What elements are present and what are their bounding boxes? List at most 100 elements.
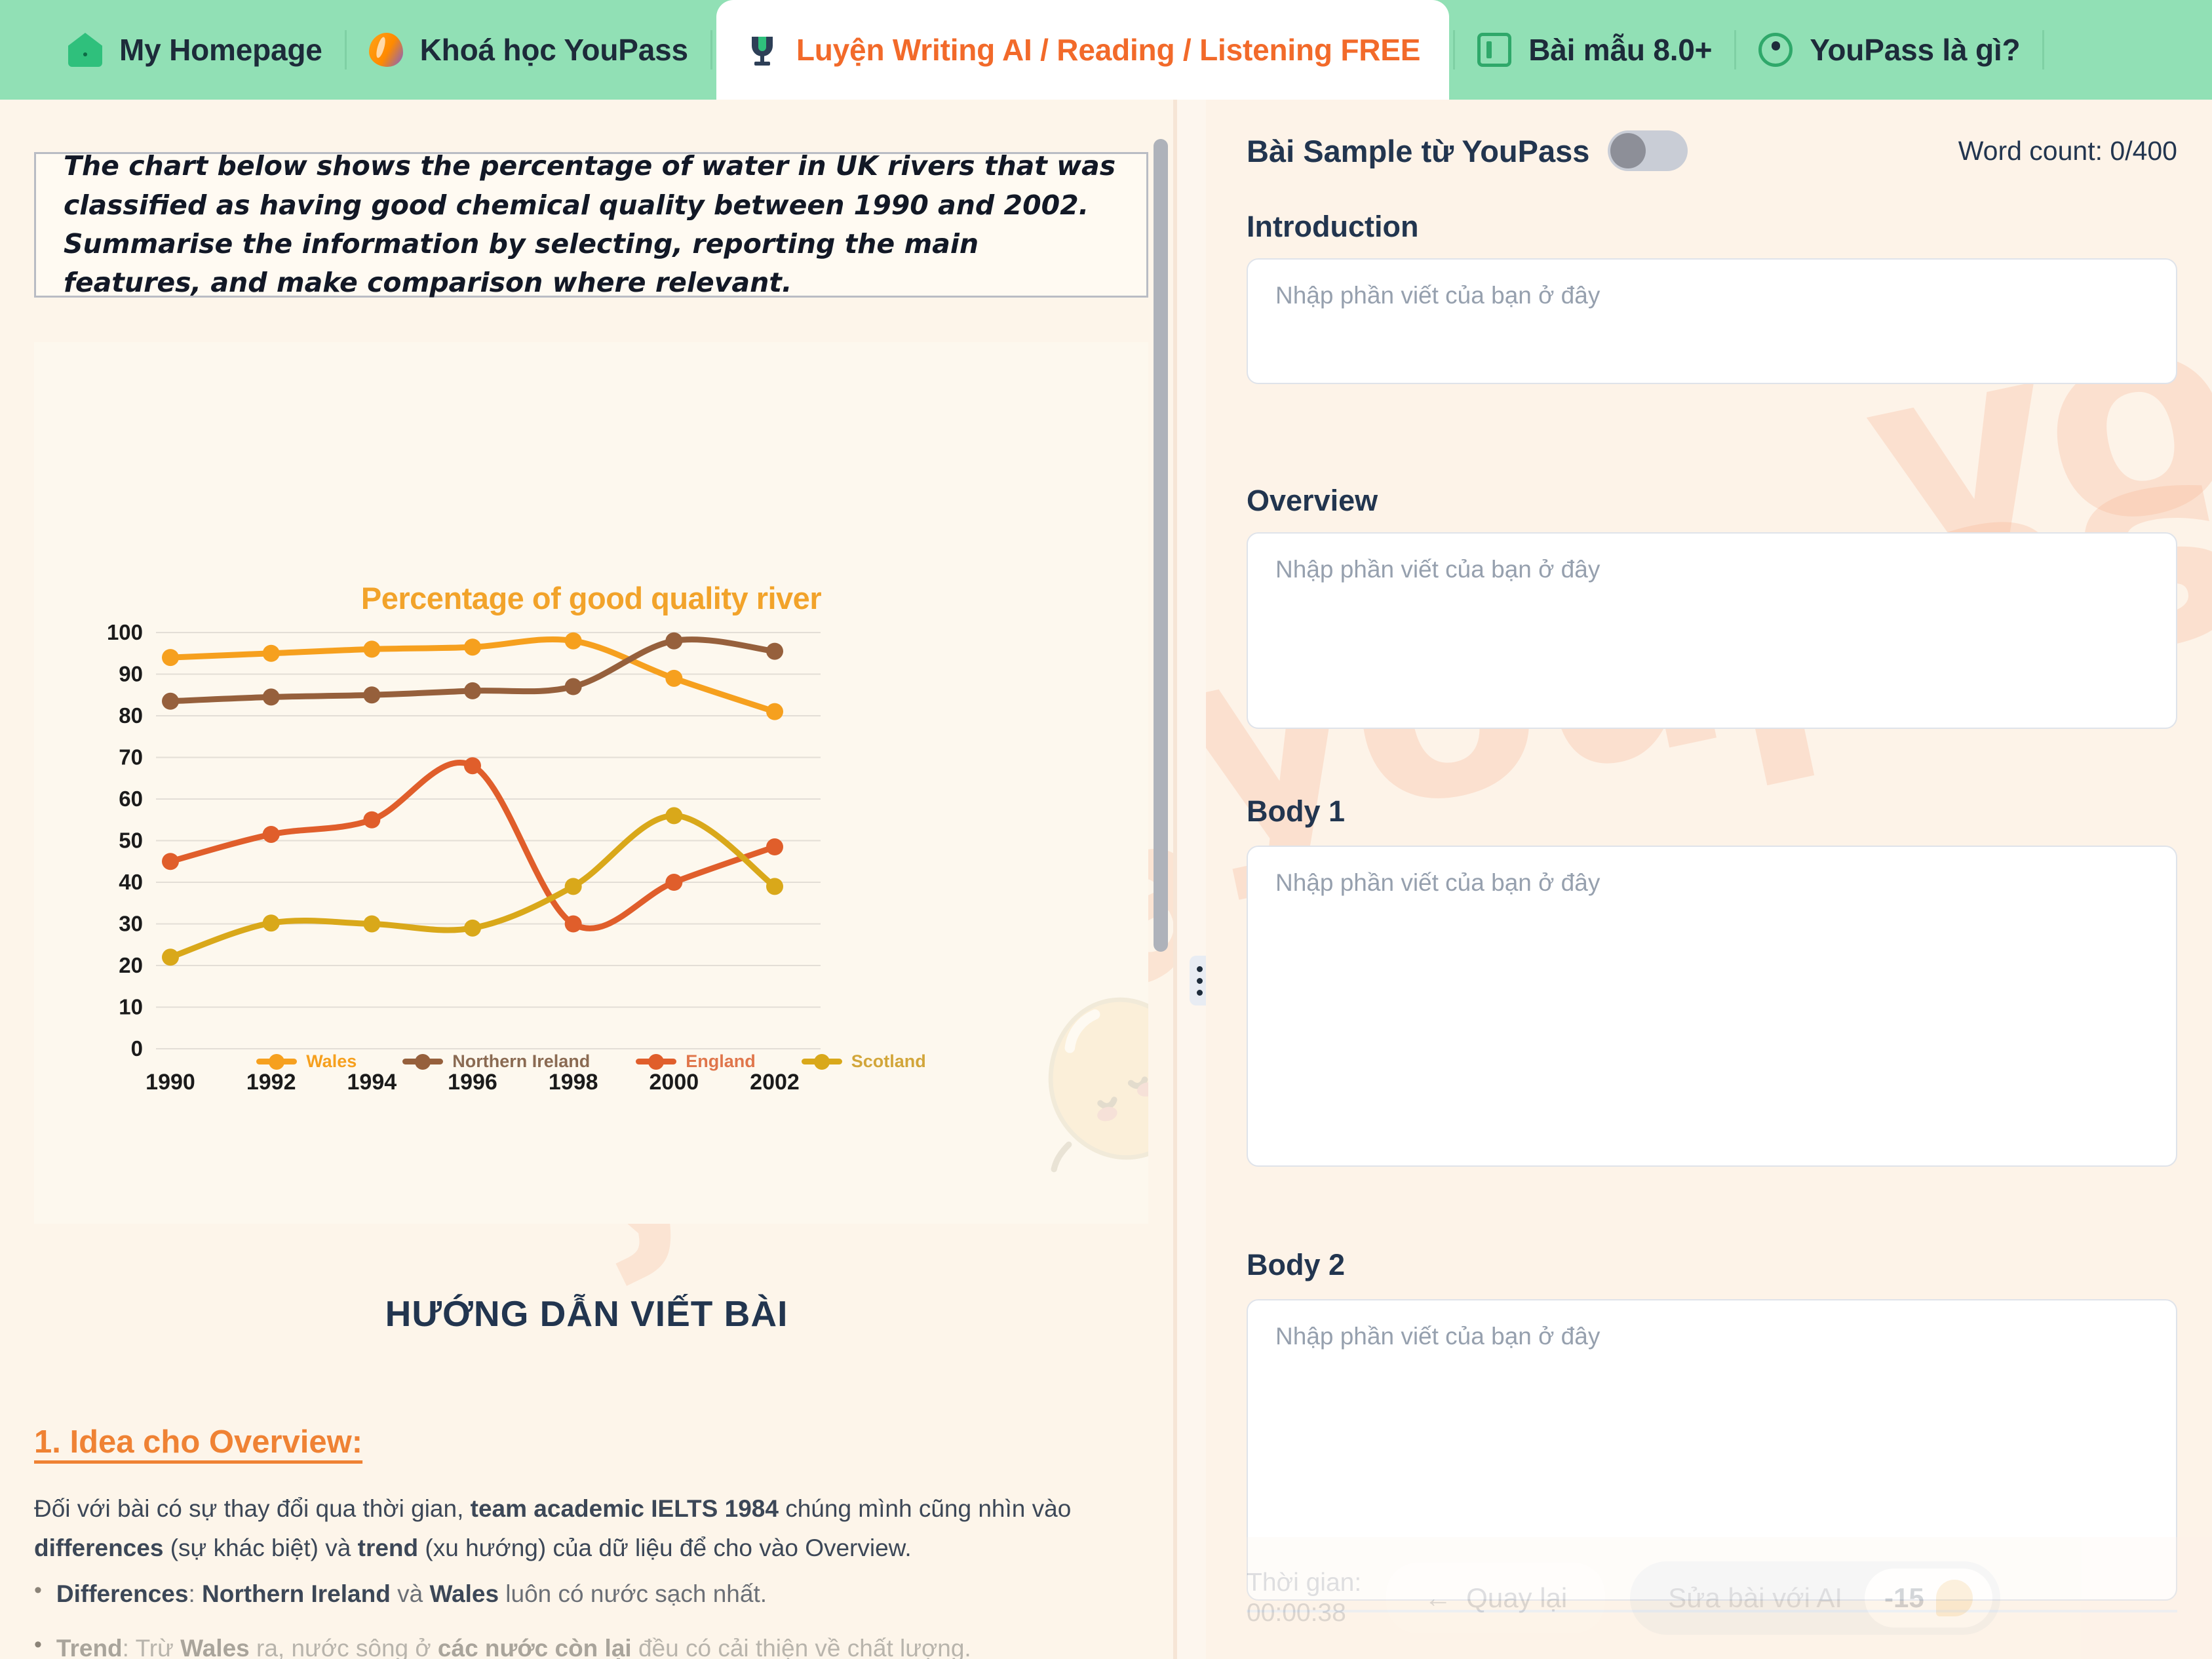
editor-header: Bài Sample từ YouPass Word count: 0/400 [1247,125,2177,177]
legend-item: Wales [256,1051,357,1072]
bottom-action-bar: Thời gian: 00:00:38 ← Quay lại Sửa bài v… [1206,1537,2212,1659]
legend-swatch [801,1059,842,1064]
svg-text:1990: 1990 [146,1070,195,1095]
legend-swatch [402,1059,444,1064]
nav-separator [1453,30,1456,69]
word-count-label: Word count: 0/400 [1958,135,2177,166]
bullet-bold: Wales [429,1580,499,1607]
nav-tab-list: My Homepage Khoá học YouPass Luyện Writi… [0,0,2045,100]
left-pane-scrollbar[interactable] [1154,139,1168,952]
section-label-overview: Overview [1247,484,1378,517]
bullet-lead: Differences [56,1580,189,1607]
legend-item: Northern Ireland [402,1051,590,1072]
timer: Thời gian: 00:00:38 [1247,1568,1361,1628]
nav-separator [344,30,347,69]
legend-swatch [636,1059,677,1064]
home-icon [68,33,102,67]
bullet-lead: Trend [56,1635,123,1659]
introduction-textarea[interactable]: Nhập phần viết của bạn ở đây [1247,258,2177,384]
credit-cost-label: -15 [1884,1582,1924,1613]
para-part: chúng mình cũng nhìn vào [778,1495,1072,1522]
mascot-icon [1048,997,1148,1173]
svg-text:80: 80 [119,703,143,728]
svg-text:1998: 1998 [549,1070,598,1095]
bullet-dot: • [34,1578,42,1603]
svg-text:30: 30 [119,912,143,936]
para-bold: team academic IELTS 1984 [470,1495,779,1522]
nav-tab-label: Luyện Writing AI / Reading / Listening F… [796,33,1421,67]
bullet-tail: đều có cải thiện về chất lượng. [631,1635,971,1659]
nav-separator [710,30,712,69]
nav-tab-luyen-writing-ai[interactable]: Luyện Writing AI / Reading / Listening F… [716,0,1450,100]
svg-text:2002: 2002 [750,1070,800,1095]
editor-panel: youpass youpass Bài Sample từ YouPass Wo… [1206,100,2212,1659]
svg-text:1992: 1992 [246,1070,296,1095]
bullet-bold: Northern Ireland [202,1580,391,1607]
legend-label: Wales [306,1051,357,1071]
svg-text:10: 10 [119,995,143,1019]
section-label-body-1: Body 1 [1247,794,1346,828]
legend-swatch [256,1059,298,1064]
nav-tab-youpass-la-gi[interactable]: YouPass là gì? [1736,0,2042,100]
guide-section-heading: 1. Idea cho Overview: [34,1424,363,1460]
nav-tab-label: My Homepage [119,33,322,67]
editor-scroll-edge [1247,1610,2177,1612]
back-button-label: Quay lại [1466,1582,1568,1613]
edit-with-ai-button[interactable]: Sửa bài với AI -15 [1630,1561,2000,1635]
nav-tab-my-homepage[interactable]: My Homepage [46,0,345,100]
bullet-bold: Wales [180,1635,250,1659]
bullet-mid: ra, nước sông ở [249,1635,438,1659]
legend-label: Scotland [851,1051,926,1071]
document-icon [1477,33,1512,67]
body-1-textarea[interactable]: Nhập phần viết của bạn ở đây [1247,846,2177,1167]
sample-toggle-label: Bài Sample từ YouPass [1247,133,1590,168]
bullet-bold: các nước còn lại [437,1635,632,1659]
para-bold: trend [357,1534,419,1561]
bullet-pre: Trừ [135,1635,181,1659]
nav-tab-label: Khoá học YouPass [419,33,688,67]
sample-toggle-switch[interactable] [1608,130,1688,171]
guide-paragraph: Đối với bài có sự thay đổi qua thời gian… [34,1489,1148,1568]
para-bold: differences [34,1534,164,1561]
svg-text:1994: 1994 [347,1070,397,1095]
timer-value: 00:00:38 [1247,1599,1346,1627]
section-label-body-2: Body 2 [1247,1248,1346,1281]
nav-tab-khoa-hoc-youpass[interactable]: Khoá học YouPass [347,0,710,100]
chart-card: Percentage of good quality river 0 10 20 30… [34,342,1148,1224]
legend-item: Scotland [801,1051,926,1072]
nav-tab-label: Bài mẫu 8.0+ [1528,33,1713,67]
writing-trophy-icon [745,33,779,67]
nav-tab-bai-mau[interactable]: Bài mẫu 8.0+ [1455,0,1734,100]
timer-label: Thời gian: [1247,1568,1362,1597]
back-button[interactable]: ← Quay lại [1386,1563,1606,1633]
para-part: (sự khác biệt) và [163,1534,358,1561]
svg-text:20: 20 [119,953,143,977]
svg-text:100: 100 [107,620,143,644]
nav-tab-label: YouPass là gì? [1810,33,2021,67]
svg-text:1996: 1996 [448,1070,497,1095]
para-part: Đối với bài có sự thay đổi qua thời gian… [34,1495,471,1522]
legend-label: Northern Ireland [452,1051,591,1071]
credit-cost-badge: -15 [1865,1569,1992,1628]
person-icon [1758,33,1793,67]
bullet-mid: và [390,1580,430,1607]
body-2-textarea[interactable]: Nhập phần viết của bạn ở đây [1247,1299,2177,1601]
legend-label: England [686,1051,756,1071]
edit-with-ai-label: Sửa bài với AI [1668,1582,1843,1613]
bullet-dot: • [34,1632,42,1657]
overview-textarea[interactable]: Nhập phần viết của bạn ở đây [1247,532,2177,729]
pane-divider [1173,100,1177,1659]
task-prompt-text: The chart below shows the percentage of … [64,150,1116,299]
svg-text:2000: 2000 [650,1070,699,1095]
svg-text:60: 60 [119,787,143,811]
coin-icon [1935,1580,1973,1616]
arrow-left-icon: ← [1424,1582,1452,1613]
legend-item: England [636,1051,756,1072]
chart-title: Percentage of good quality river [360,581,822,615]
task-panel: youpass youpass The chart below shows th… [0,100,1173,1659]
para-part: (xu hướng) của dữ liệu để cho vào Overvi… [418,1534,912,1561]
mango-icon [368,33,403,67]
line-chart: 0 10 20 30 40 50 60 70 80 90 100 1990 1992 1994 1996 1… [107,620,821,1095]
nav-separator [1734,30,1737,69]
nav-separator [2042,30,2045,69]
